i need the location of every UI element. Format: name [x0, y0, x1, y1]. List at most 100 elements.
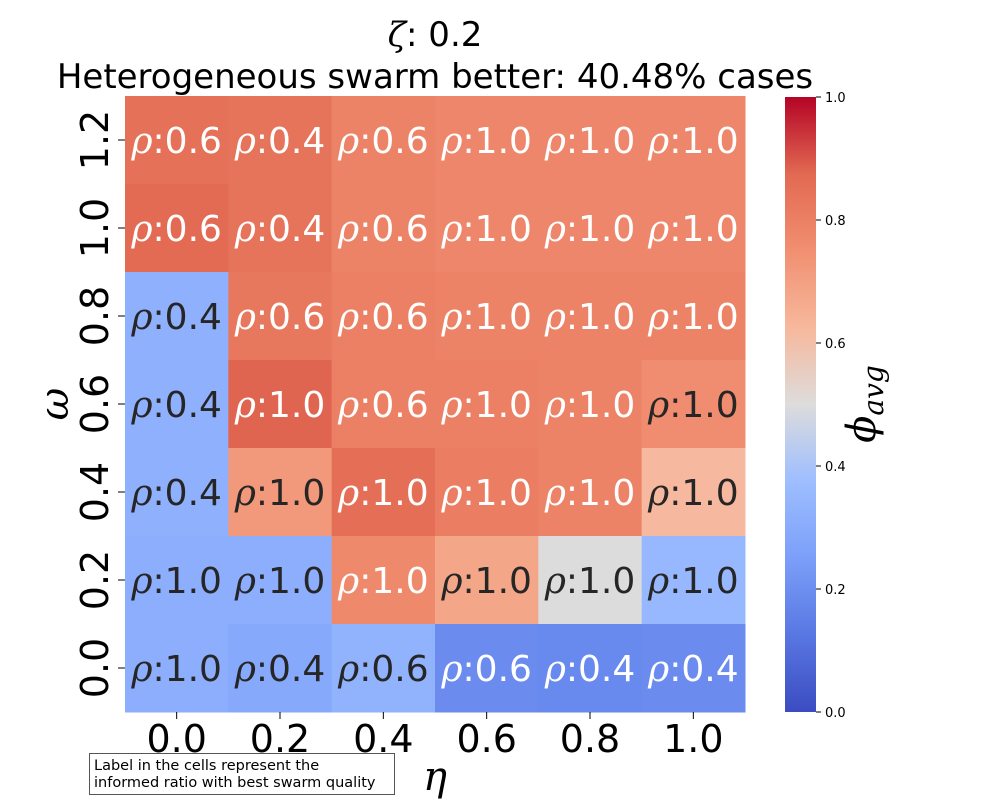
heatmap-cell	[125, 96, 229, 185]
cell-label: ρ:1.0	[544, 473, 636, 514]
note-line1: Label in the cells represent the	[94, 758, 320, 774]
x-axis-label: η	[423, 754, 447, 800]
cell-label: ρ:0.6	[130, 121, 222, 162]
cell-label: ρ:0.6	[234, 297, 326, 338]
heatmap-cell	[538, 184, 643, 273]
colorbar-tick-label: 0.2	[825, 583, 846, 598]
heatmap-cell	[228, 96, 333, 185]
heatmap-cell	[538, 624, 643, 713]
heatmap-cell	[435, 360, 539, 449]
heatmap-cell	[641, 624, 746, 713]
chart-title-line1: ζ: 0.2	[388, 15, 483, 55]
y-axis-label: ω	[32, 388, 78, 421]
cell-label: ρ:1.0	[647, 385, 739, 426]
heatmap-cell	[228, 624, 333, 713]
heatmap-cell	[125, 448, 229, 537]
cell-label: ρ:1.0	[440, 561, 532, 602]
cell-label: ρ:1.0	[234, 561, 326, 602]
cell-label: ρ:1.0	[337, 561, 429, 602]
heatmap-cell	[538, 360, 643, 449]
cell-label: ρ:1.0	[440, 297, 532, 338]
cell-label: ρ:0.4	[130, 473, 222, 514]
heatmap-cell	[125, 184, 229, 273]
cell-label: ρ:0.6	[440, 649, 532, 690]
cell-label: ρ:1.0	[130, 649, 222, 690]
cell-label: ρ:1.0	[647, 561, 739, 602]
heatmap-cell	[641, 272, 746, 361]
cell-label: ρ:1.0	[440, 121, 532, 162]
heatmap-cell	[125, 360, 229, 449]
heatmap-cell	[331, 96, 436, 185]
cell-label: ρ:1.0	[544, 297, 636, 338]
colorbar-tick-label: 1.0	[825, 91, 846, 106]
heatmap-cell	[125, 536, 229, 625]
colorbar-label: ϕavg	[839, 365, 890, 443]
y-tick-label: 1.2	[73, 110, 117, 170]
note-line2: informed ratio with best swarm quality	[94, 775, 376, 791]
heatmap-cell	[435, 272, 539, 361]
cell-label: ρ:1.0	[544, 561, 636, 602]
cell-label: ρ:1.0	[130, 561, 222, 602]
cell-label: ρ:0.4	[234, 121, 326, 162]
cell-label: ρ:1.0	[647, 209, 739, 250]
cell-label: ρ:1.0	[647, 297, 739, 338]
heatmap-cell	[435, 536, 539, 625]
heatmap-cells: ρ:0.6 ρ:0.4 ρ:0.6 ρ:1.0 ρ:1.0 ρ:1.0 ρ:0.6 ρ:0.4…	[125, 96, 746, 713]
heatmap-cell	[641, 184, 746, 273]
colorbar-tick-label: 0.8	[825, 214, 846, 229]
cell-label: ρ:0.6	[337, 121, 429, 162]
heatmap-cell	[435, 96, 539, 185]
cell-label: ρ:1.0	[234, 385, 326, 426]
x-tick-label: 0.6	[456, 717, 516, 761]
cell-label: ρ:1.0	[234, 473, 326, 514]
cell-label: ρ:1.0	[337, 473, 429, 514]
y-tick-label: 0.0	[73, 638, 117, 698]
y-tick-label: 1.0	[73, 198, 117, 258]
heatmap-cell	[331, 448, 436, 537]
heatmap-cell	[435, 624, 539, 713]
x-tick-label: 0.8	[560, 717, 620, 761]
colorbar-tick-label: 0.4	[825, 460, 846, 475]
cell-label: ρ:0.6	[337, 297, 429, 338]
cell-label: ρ:1.0	[647, 121, 739, 162]
heatmap-cell	[331, 360, 436, 449]
heatmap-cell	[538, 96, 643, 185]
cell-label: ρ:1.0	[544, 209, 636, 250]
cell-label: ρ:0.4	[647, 649, 739, 690]
colorbar	[785, 97, 816, 712]
heatmap-cell	[331, 536, 436, 625]
heatmap-cell	[331, 184, 436, 273]
cell-label: ρ:0.6	[130, 209, 222, 250]
cell-label: ρ:0.4	[130, 297, 222, 338]
cell-label: ρ:0.4	[234, 209, 326, 250]
cell-label: ρ:0.4	[234, 649, 326, 690]
heatmap-cell	[331, 624, 436, 713]
heatmap-cell	[331, 272, 436, 361]
cell-label: ρ:0.4	[130, 385, 222, 426]
heatmap-cell	[125, 624, 229, 713]
cell-label: ρ:0.4	[544, 649, 636, 690]
x-tick-label: 1.0	[663, 717, 723, 761]
heatmap-cell	[538, 272, 643, 361]
heatmap-cell	[228, 536, 333, 625]
cell-label: ρ:1.0	[544, 121, 636, 162]
y-tick-label: 0.8	[73, 286, 117, 346]
heatmap-cell	[538, 536, 643, 625]
cell-label: ρ:0.6	[337, 209, 429, 250]
chart-title-line2: Heterogeneous swarm better: 40.48% cases	[57, 57, 813, 97]
colorbar-tick-label: 0.6	[825, 337, 846, 352]
heatmap-cell	[641, 448, 746, 537]
colorbar-tick-label: 0.0	[825, 706, 846, 721]
heatmap-cell	[435, 448, 539, 537]
cell-label: ρ:1.0	[544, 385, 636, 426]
cell-label: ρ:1.0	[440, 209, 532, 250]
cell-label: ρ:1.0	[440, 473, 532, 514]
cell-label: ρ:0.6	[337, 385, 429, 426]
y-ticks: 1.2 1.0 0.8 0.6 0.4 0.2 0.0	[73, 110, 125, 698]
heatmap-cell	[435, 184, 539, 273]
heatmap-cell	[228, 184, 333, 273]
y-tick-label: 0.6	[73, 374, 117, 434]
heatmap-cell	[228, 360, 333, 449]
cell-label: ρ:0.6	[337, 649, 429, 690]
